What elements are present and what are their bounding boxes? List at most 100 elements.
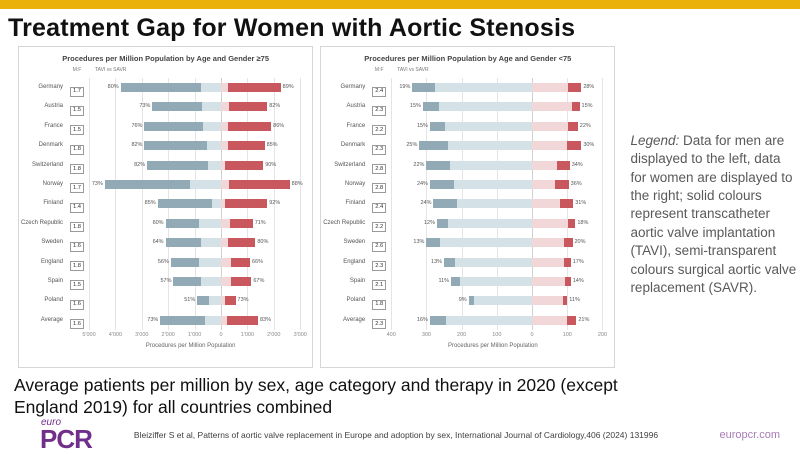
women-savr-bar [532, 218, 568, 228]
men-pct-label: 25% [406, 142, 418, 149]
men-tavi-bar [436, 218, 449, 228]
chart-row: Poland 1.8 9% 11% [321, 291, 614, 310]
men-savr-bar [204, 315, 221, 325]
country-label: Poland [44, 297, 63, 304]
women-savr-bar [221, 276, 232, 286]
women-pct-label: 31% [575, 200, 587, 207]
women-pct-label: 85% [266, 142, 278, 149]
country-label: Sweden [41, 239, 63, 246]
country-label: France [44, 122, 63, 129]
men-tavi-bar [429, 179, 455, 189]
women-tavi-bar [228, 121, 272, 131]
x-tick-label: 3'000 [293, 332, 307, 339]
country-label: Denmark [340, 142, 366, 149]
x-tick-label: 1'000 [187, 332, 202, 339]
chart-row: Sweden 1.6 64% 80% [19, 233, 312, 252]
chart-row: Finland 1.4 85% 92% [19, 194, 312, 213]
women-tavi-bar [230, 257, 251, 267]
x-tick-label: 200 [457, 332, 467, 339]
x-axis-ticks: 5'000 4'000 3'000 2'000 1'000 0 1'000 2'000 3'00… [82, 332, 307, 342]
mf-ratio-box: 1.5 [66, 272, 88, 291]
men-savr-bar [446, 315, 533, 325]
bar-group: 19% 28% [391, 78, 602, 97]
chart-row: Norway 1.7 73% 88% [19, 175, 312, 194]
gridline [602, 78, 604, 331]
women-savr-bar [532, 141, 567, 151]
women-pct-label: 36% [570, 180, 582, 187]
women-savr-bar [221, 160, 226, 170]
gridline [141, 78, 143, 331]
chart-row: Austria 2.3 15% 15% [321, 97, 614, 116]
country-label: Austria [44, 103, 63, 110]
men-tavi-bar [444, 257, 456, 267]
content-row: Procedures per Million Population by Age… [0, 46, 800, 368]
women-tavi-bar [567, 121, 578, 131]
x-tick-label: 100 [492, 332, 502, 339]
women-pct-label: 89% [282, 84, 294, 90]
women-tavi-bar [227, 83, 281, 92]
men-pct-label: 51% [184, 297, 196, 304]
women-tavi-bar [560, 199, 574, 209]
bar-group: 15% 22% [391, 117, 602, 136]
x-tick-label: 3'000 [135, 332, 149, 339]
bar-group: 82% 85% [89, 136, 300, 155]
men-savr-bar [207, 141, 221, 151]
chart-title: Procedures per Million Population by Age… [364, 54, 572, 63]
bar-group: 56% 66% [89, 253, 300, 272]
chart-panel-under-75: Procedures per Million Population by Age… [320, 46, 616, 368]
men-pct-label: 13% [431, 258, 443, 265]
chart-row: Average 2.3 16% 21% [321, 311, 614, 330]
women-tavi-bar [229, 102, 268, 112]
men-pct-label: 82% [131, 142, 143, 149]
tavi-savr-header: TAVI vs SAVR [95, 67, 127, 73]
mf-ratio-box: 1.6 [66, 311, 88, 330]
women-pct-label: 34% [571, 161, 583, 168]
country-label: Average [342, 316, 366, 323]
women-tavi-bar [564, 238, 573, 248]
logo-euro-text: euro [41, 417, 62, 429]
country-label: Spain [47, 277, 63, 284]
legend-text-block: Legend: Data for men are displayed to th… [630, 132, 800, 297]
women-pct-label: 28% [583, 84, 595, 90]
women-savr-bar [221, 296, 225, 306]
women-savr-bar [532, 102, 573, 112]
men-pct-label: 56% [157, 258, 169, 265]
mf-ratio-box: 2.4 [368, 78, 390, 97]
women-savr-bar [221, 218, 231, 228]
men-tavi-bar [451, 276, 460, 286]
women-savr-bar [221, 179, 230, 189]
women-savr-bar [221, 238, 228, 248]
women-pct-label: 88% [291, 180, 303, 187]
mf-ratio-box: 2.3 [368, 311, 390, 330]
women-savr-bar [532, 160, 557, 170]
men-tavi-bar [419, 141, 448, 151]
men-tavi-bar [422, 102, 440, 112]
men-tavi-bar [170, 257, 199, 267]
men-pct-label: 16% [416, 316, 428, 323]
women-tavi-bar [224, 199, 268, 209]
men-pct-label: 64% [152, 239, 164, 246]
women-pct-label: 18% [577, 219, 589, 226]
men-savr-bar [439, 102, 533, 112]
footer: euro PCR Bleiziffer S et al, Patterns of… [0, 417, 800, 453]
men-savr-bar [455, 257, 533, 267]
mf-ratio-box: 1.5 [66, 117, 88, 136]
mf-ratio-box: 2.3 [368, 253, 390, 272]
women-savr-bar [532, 83, 568, 92]
women-savr-bar [532, 276, 566, 286]
mf-ratio-box: 1.8 [66, 136, 88, 155]
women-tavi-bar [567, 315, 577, 325]
men-pct-label: 12% [423, 219, 435, 226]
gridline [300, 78, 302, 331]
bar-group: 13% 17% [391, 253, 602, 272]
men-tavi-bar [426, 238, 441, 248]
mf-ratio-box: 1.6 [66, 291, 88, 310]
bar-group: 12% 18% [391, 214, 602, 233]
chart-row: Poland 1.6 51% 73% [19, 291, 312, 310]
men-pct-label: 24% [416, 180, 428, 187]
x-tick-label: 2'000 [267, 332, 281, 339]
country-label: Spain [349, 277, 366, 284]
men-tavi-bar [152, 102, 203, 112]
country-label: France [346, 122, 366, 129]
men-pct-label: 60% [152, 219, 164, 226]
